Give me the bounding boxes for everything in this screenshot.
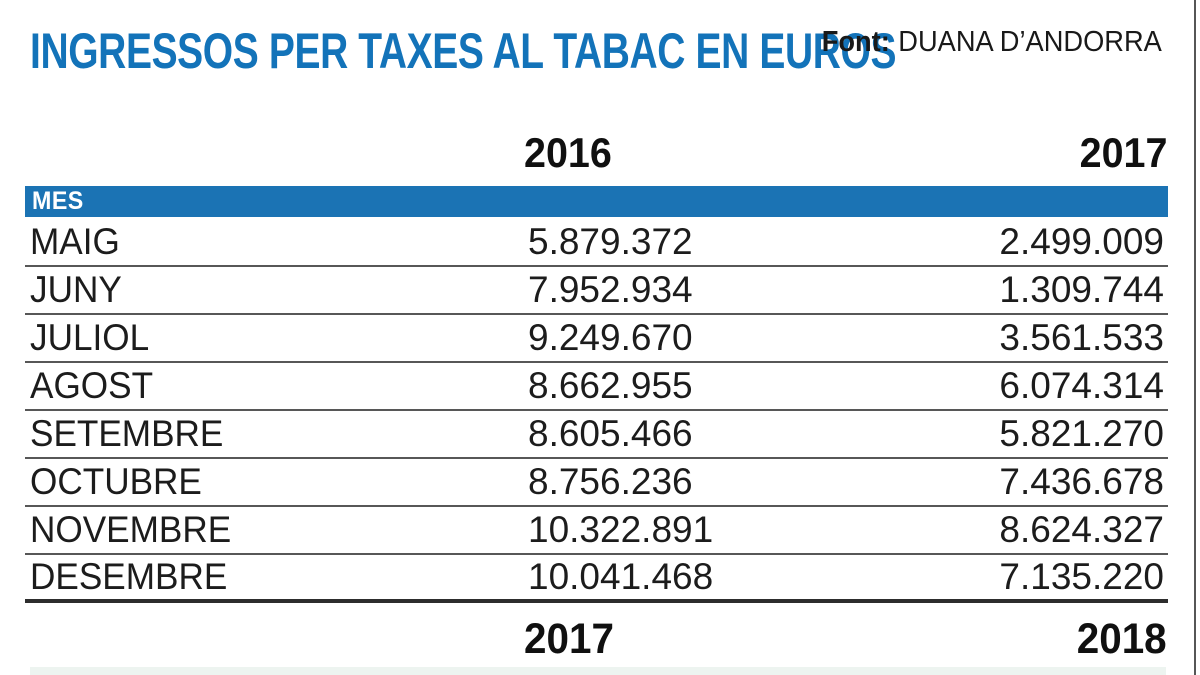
value-right-cell: 2.499.009	[999, 221, 1164, 262]
value-right-cell: 5.821.270	[999, 413, 1164, 454]
section-header-label: MES	[32, 187, 84, 215]
value-right-cell: 8.624.327	[999, 509, 1164, 550]
footer-year-left: 2017	[524, 615, 614, 663]
value-left-cell: 5.879.372	[528, 221, 693, 262]
value-right-cell: 7.436.678	[999, 461, 1164, 502]
table-row: OCTUBRE 8.756.236 7.436.678	[25, 459, 1168, 507]
value-left-cell: 8.605.466	[528, 413, 693, 454]
month-cell: OCTUBRE	[30, 461, 202, 502]
month-cell: SETEMBRE	[30, 413, 224, 454]
table-row: JUNY 7.952.934 1.309.744	[25, 267, 1168, 315]
right-border-line	[1194, 0, 1196, 675]
value-right-cell: 6.074.314	[999, 365, 1164, 406]
value-right-cell: 1.309.744	[999, 269, 1164, 310]
column-header-year-right: 2017	[1079, 129, 1167, 176]
source-label: Font:	[821, 26, 890, 58]
source-credit: Font: DUANA D’ANDORRA	[822, 26, 1162, 59]
column-header-year-left: 2016	[524, 129, 612, 176]
month-cell: DESEMBRE	[30, 556, 228, 597]
month-cell: AGOST	[30, 365, 154, 406]
value-left-cell: 10.041.468	[528, 556, 714, 597]
value-left-cell: 8.756.236	[528, 461, 693, 502]
page-title: INGRESSOS PER TAXES AL TABAC EN EUROS	[30, 23, 897, 79]
month-cell: MAIG	[30, 221, 120, 262]
data-table: MAIG 5.879.372 2.499.009 JUNY 7.952.934 …	[25, 219, 1168, 603]
table-section-header-bar: MES	[25, 186, 1168, 217]
table-row: DESEMBRE 10.041.468 7.135.220	[25, 555, 1168, 603]
table-row: JULIOL 9.249.670 3.561.533	[25, 315, 1168, 363]
value-left-cell: 10.322.891	[528, 509, 714, 550]
value-left-cell: 8.662.955	[528, 365, 693, 406]
month-cell: JULIOL	[30, 317, 150, 358]
month-cell: JUNY	[30, 269, 122, 310]
value-left-cell: 9.249.670	[528, 317, 693, 358]
value-right-cell: 3.561.533	[999, 317, 1164, 358]
table-row: NOVEMBRE 10.322.891 8.624.327	[25, 507, 1168, 555]
value-right-cell: 7.135.220	[999, 556, 1164, 597]
table-row: MAIG 5.879.372 2.499.009	[25, 219, 1168, 267]
bottom-divider-strip	[30, 667, 1166, 675]
table-row: AGOST 8.662.955 6.074.314	[25, 363, 1168, 411]
source-value: DUANA D’ANDORRA	[898, 26, 1162, 58]
value-left-cell: 7.952.934	[528, 269, 693, 310]
footer-year-right: 2018	[1077, 615, 1167, 663]
month-cell: NOVEMBRE	[30, 509, 232, 550]
table-row: SETEMBRE 8.605.466 5.821.270	[25, 411, 1168, 459]
